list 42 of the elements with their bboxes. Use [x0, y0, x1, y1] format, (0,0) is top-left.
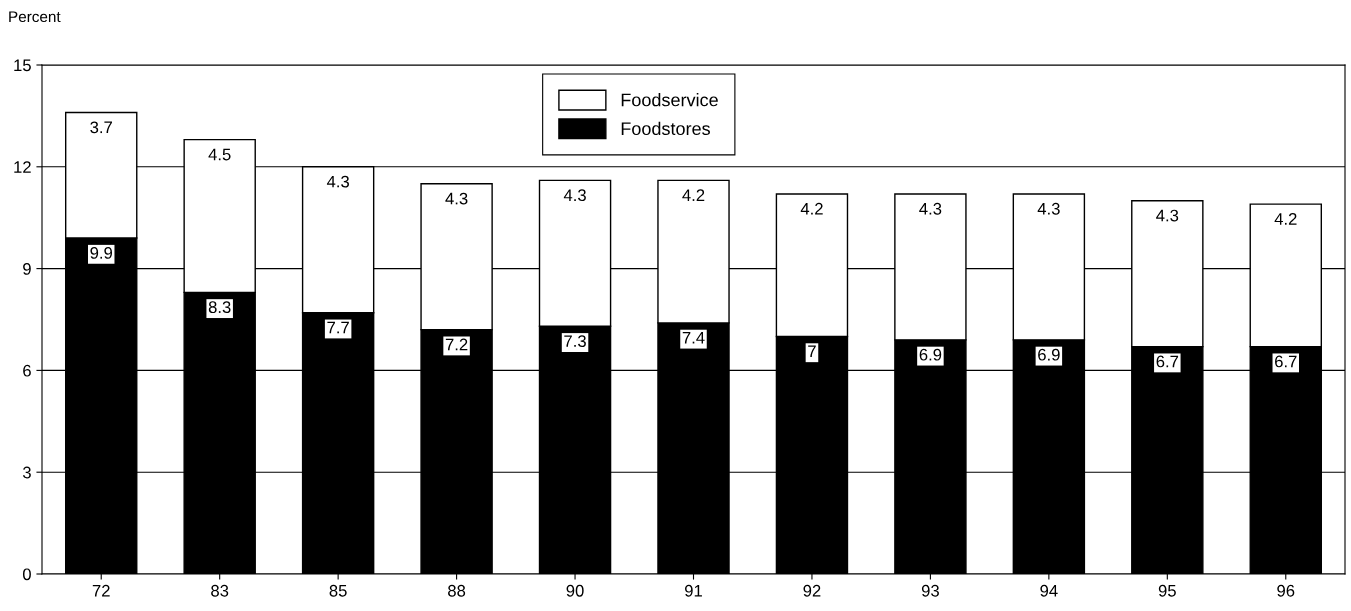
data-label: 4.5: [208, 148, 231, 161]
x-tick-label: 83: [211, 584, 229, 597]
y-tick-label: 15: [14, 59, 31, 72]
data-label: 7.7: [327, 321, 349, 334]
data-label: 4.3: [919, 202, 942, 215]
x-tick-label: 90: [566, 584, 584, 597]
data-label: 7.2: [445, 338, 468, 351]
x-tick-label: 92: [803, 584, 821, 597]
x-tick-label: 94: [1040, 584, 1058, 597]
x-tick-label: 91: [685, 584, 702, 597]
data-label: 4.3: [1156, 209, 1179, 222]
data-label: 9.9: [90, 246, 113, 259]
data-label: 4.3: [326, 175, 349, 188]
x-tick-label: 95: [1158, 584, 1176, 597]
y-axis-title: Percent: [9, 11, 61, 23]
data-label: 6.9: [1038, 348, 1060, 361]
data-label: 4.3: [1037, 202, 1060, 215]
data-label: 4.2: [800, 202, 823, 215]
x-tick-label: 88: [448, 584, 466, 597]
x-tick-label: 72: [92, 584, 110, 597]
data-label: 7: [808, 345, 816, 358]
legend-label: Foodstores: [621, 121, 710, 136]
data-label: 8.3: [208, 301, 231, 314]
x-tick-label: 96: [1277, 584, 1295, 597]
x-tick-label: 85: [329, 584, 347, 597]
data-label: 4.3: [563, 189, 586, 202]
data-label: 4.2: [682, 189, 705, 201]
data-label: 6.7: [1156, 355, 1179, 368]
x-tick-label: 93: [921, 584, 939, 597]
data-label: 7.3: [564, 335, 586, 348]
data-label: 6.9: [919, 348, 942, 361]
data-label: 7.4: [682, 331, 705, 344]
legend-label: Foodservice: [621, 93, 718, 107]
data-label: 4.3: [445, 192, 468, 205]
data-label: 4.2: [1274, 213, 1297, 225]
y-tick-label: 3: [22, 466, 31, 479]
y-tick-label: 6: [23, 364, 31, 377]
y-tick-label: 0: [22, 568, 31, 581]
data-label: 6.7: [1275, 355, 1297, 368]
y-tick-label: 12: [14, 161, 31, 173]
y-tick-label: 9: [23, 263, 31, 275]
data-label: 3.7: [90, 121, 112, 134]
